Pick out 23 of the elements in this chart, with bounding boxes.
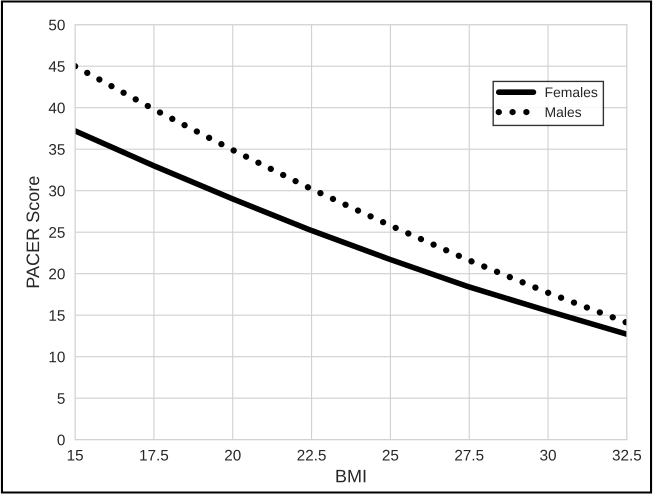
y-tick-label: 40 <box>48 102 65 114</box>
y-tick-label: 35 <box>48 144 65 155</box>
y-axis-title: PACER Score <box>26 176 40 288</box>
x-tick-label: 30 <box>540 450 556 461</box>
legend-label: Females <box>546 86 598 98</box>
x-tick-label: 17.5 <box>140 450 168 461</box>
y-tick-label: 30 <box>48 186 65 196</box>
y-tick-label: 45 <box>48 61 65 72</box>
y-tick-label: 15 <box>50 310 65 321</box>
x-tick-label: 32.5 <box>612 450 642 461</box>
x-tick-label: 20 <box>225 450 241 461</box>
x-tick-label: 27.5 <box>455 450 484 461</box>
y-tick-label: 0 <box>57 434 65 446</box>
y-tick-label: 25 <box>49 227 65 238</box>
y-tick-label: 10 <box>50 352 65 362</box>
x-tick-label: 25 <box>382 450 398 461</box>
x-tick-label: 22.5 <box>297 450 326 461</box>
legend-label: Males <box>546 106 582 118</box>
y-tick-label: 50 <box>48 20 65 30</box>
y-tick-label: 5 <box>57 393 65 404</box>
x-axis-title: BMI <box>336 470 366 482</box>
y-tick-label: 20 <box>49 268 65 280</box>
x-tick-label: 15 <box>68 450 83 461</box>
